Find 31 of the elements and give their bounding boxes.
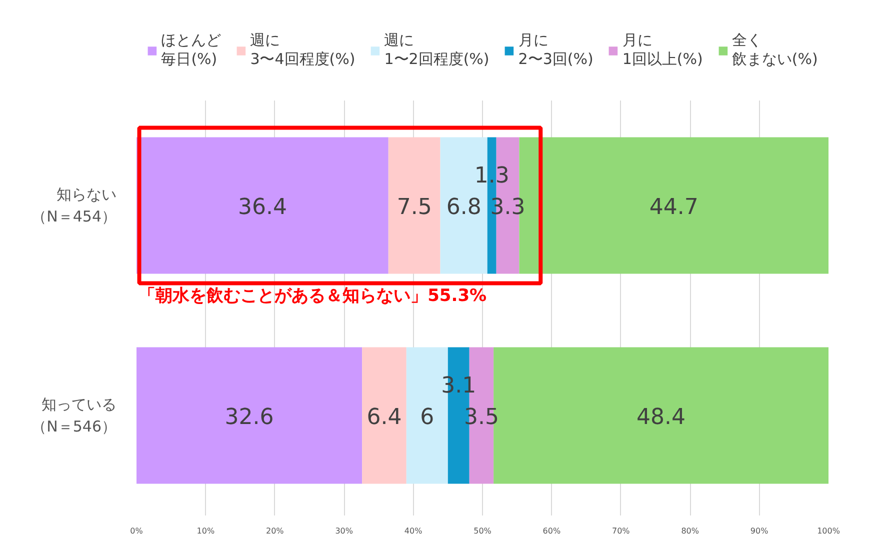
x-tick-label: 80%: [681, 526, 700, 536]
legend-label: 月に2〜3回(%): [518, 31, 594, 69]
x-tick-label: 10%: [196, 526, 215, 536]
x-tick-label: 20%: [266, 526, 284, 536]
data-label: 6.8: [446, 195, 482, 220]
data-label: 36.4: [238, 195, 287, 220]
x-tick-label: 30%: [335, 526, 354, 536]
y-tick-label: 知らない（N＝454）: [32, 186, 117, 226]
bar: [362, 347, 406, 484]
data-label: 32.6: [224, 405, 274, 430]
bar: [388, 137, 440, 274]
x-tick-label: 40%: [404, 526, 423, 536]
legend-label: ほとんど毎日(%): [161, 31, 222, 69]
legend-label: 週に1〜2回程度(%): [384, 31, 490, 69]
legend-label: 全く飲まない(%): [732, 31, 818, 69]
data-label: 44.7: [649, 195, 698, 220]
bar: [136, 347, 362, 484]
data-label: 7.5: [396, 195, 432, 220]
x-tick-label: 60%: [542, 526, 561, 536]
x-tick-label: 50%: [474, 526, 492, 536]
data-label: 6: [420, 405, 434, 430]
data-label: 6.4: [366, 405, 402, 430]
y-tick-label: 知っている（N＝546）: [32, 396, 117, 436]
x-tick-label: 100%: [817, 526, 840, 536]
x-tick-label: 0%: [130, 526, 144, 536]
legend-label: 月に1回以上(%): [622, 31, 703, 69]
data-label: 48.4: [636, 405, 686, 430]
annotation: 「朝水を飲むことがある＆知らない」55.3%: [138, 286, 487, 306]
legend-label: 週に3〜4回程度(%): [250, 31, 356, 69]
x-tick-label: 70%: [612, 526, 630, 536]
x-tick-label: 90%: [750, 526, 769, 536]
